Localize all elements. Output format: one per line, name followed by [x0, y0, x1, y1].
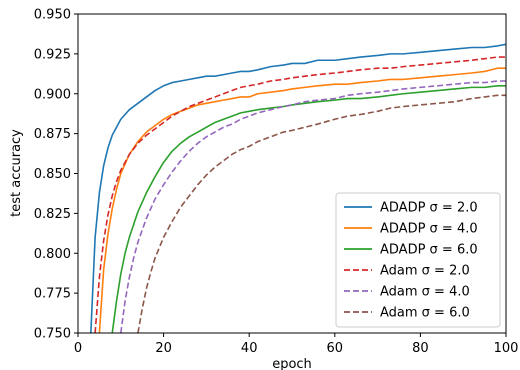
x-tick-label: 60	[327, 341, 344, 356]
series-line-6	[137, 94, 506, 333]
legend-entry-label: Adam σ = 6.0	[380, 306, 470, 321]
legend: ADADP σ = 2.0 ADADP σ = 4.0 ADADP σ = 6.0 A…	[335, 192, 501, 328]
y-tick-label: 0.875	[34, 127, 71, 142]
y-tick-label: 0.950	[34, 8, 71, 23]
y-tick-label: 0.850	[34, 167, 71, 182]
x-tick-label: 40	[241, 341, 258, 356]
y-tick-label: 0.925	[34, 47, 71, 62]
y-axis: 0.750 0.775 0.800 0.825 0.850 0.875 0.900 0.925…	[34, 8, 78, 342]
x-tick-label: 0	[74, 341, 82, 356]
legend-entry-label: ADADP σ = 4.0	[380, 222, 478, 237]
legend-entry-label: Adam σ = 2.0	[380, 264, 470, 279]
series-line-4	[94, 56, 506, 333]
y-tick-label: 0.825	[34, 207, 71, 222]
legend-box	[335, 192, 501, 328]
x-axis: 0 20 40 60 80 100	[74, 333, 519, 356]
x-tick-label: 80	[412, 341, 429, 356]
series-line-5	[120, 80, 506, 333]
y-tick-label: 0.775	[34, 287, 71, 302]
legend-entry-label: ADADP σ = 6.0	[380, 243, 478, 258]
series-group	[90, 43, 506, 333]
y-tick-label: 0.900	[34, 87, 71, 102]
series-line-1	[90, 43, 506, 333]
legend-entry-label: Adam σ = 4.0	[380, 285, 470, 300]
x-tick-label: 100	[494, 341, 519, 356]
x-axis-label: epoch	[272, 357, 312, 370]
x-tick-label: 20	[155, 341, 172, 356]
series-line-3	[111, 84, 506, 333]
legend-entry-label: ADADP σ = 2.0	[380, 201, 478, 216]
y-tick-label: 0.800	[34, 247, 71, 262]
y-tick-label: 0.750	[34, 327, 71, 342]
y-axis-label: test accuracy	[9, 129, 24, 217]
